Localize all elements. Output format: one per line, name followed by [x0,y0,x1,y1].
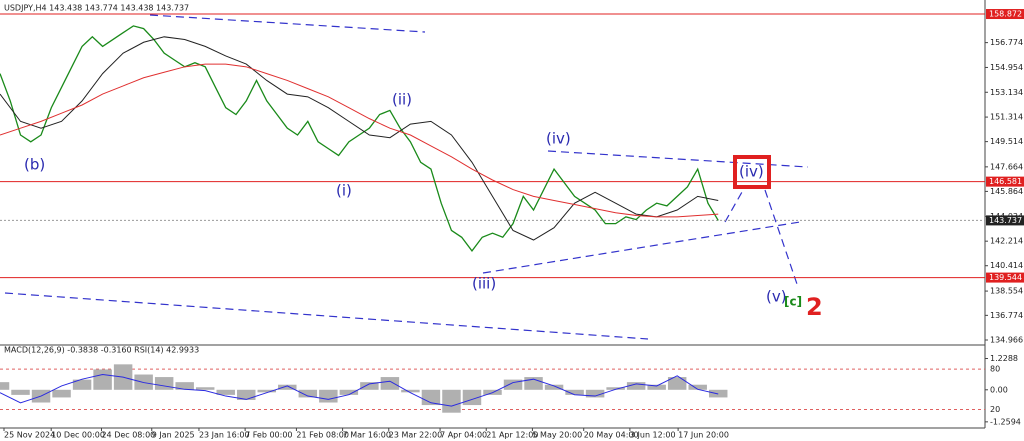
y-tick-label: 145.864 [990,187,1023,196]
highlight-box [733,155,771,189]
y-tick-label: 147.664 [990,162,1023,171]
wave-label: (ii) [392,91,412,109]
macd-bar [175,382,194,390]
y-tick-label: 151.314 [990,113,1023,122]
y2-tick-label: 20 [990,405,1000,414]
x-tick-label: 17 Jun 20:00 [678,431,729,440]
y-tick-label: 0.00 [990,385,1008,394]
y-tick-label: 149.514 [990,137,1023,146]
trendline [4,292,649,340]
macd-bar [319,389,338,403]
x-tick-label: 21 Apr 12:00 [486,431,538,440]
macd-bar [647,384,666,390]
y-tick-label: 134.966 [990,336,1023,345]
x-tick-label: 21 Feb 08:00 [296,431,348,440]
last-price-label: 143.737 [989,216,1022,225]
x-tick-label: 20 May 04:00 [584,431,639,440]
wave-label: (v) [766,288,787,306]
y-tick-label: -1.2594 [990,417,1021,426]
x-tick-label: 23 Mar 22:00 [389,431,442,440]
level-label-box [986,176,1024,187]
macd-bar [278,384,297,390]
projection [724,191,743,223]
wave-label: (i) [336,182,352,200]
x-tick-label: 7 Mar 16:00 [343,431,391,440]
macd-bar [442,389,461,413]
macd-bar [606,387,625,390]
x-tick-label: 23 Jan 16:00 [199,431,250,440]
macd-bar [667,377,687,390]
level-label-box [986,9,1024,20]
x-tick-label: 10 Dec 00:00 [51,431,105,440]
level-label: 146.581 [989,177,1022,186]
moving-average [0,36,719,241]
y-tick-label: 1.2288 [990,354,1018,363]
chart-header: USDJPY,H4 143.438 143.774 143.438 143.73… [4,4,189,13]
x-tick-label: 25 Nov 2024 [4,431,55,440]
x-tick-label: 7 Feb 00:00 [245,431,292,440]
y-tick-label: 153.134 [990,88,1023,97]
macd-bar [52,389,71,398]
last-price-box [986,215,1024,226]
moving-average [0,63,719,218]
macd-bar [0,382,10,390]
macd-bar [380,377,400,390]
macd-bar [401,389,420,393]
y-tick-label: 138.554 [990,287,1023,296]
macd-bar [154,377,174,390]
trendline [149,14,426,33]
rsi-line [0,373,719,407]
y-tick-label: 140.414 [990,261,1023,270]
macd-bar [195,387,215,390]
macd-bar [298,389,318,398]
y-tick-label: 142.214 [990,237,1023,246]
macd-bar [626,382,646,390]
y-tick-label: 156.774 [990,38,1023,47]
level-label-box [986,272,1024,283]
projection [764,189,799,288]
trendline [547,150,809,168]
level-label: 158.872 [989,10,1022,19]
level-label: 139.544 [989,273,1022,282]
trendlines [4,14,809,340]
wave-label: (iv) [739,163,764,181]
y2-tick-label: 80 [990,365,1000,374]
macd-bar [360,382,379,390]
indicator-header: MACD(12,26,9) -0.3838 -0.3160 RSI(14) 42… [4,346,199,355]
macd-bar [503,379,523,390]
trendline [482,221,801,274]
macd-bar [544,384,564,390]
macd-bar [257,389,277,393]
y-tick-label: 136.774 [990,311,1023,320]
x-tick-label: 9 Jan 2025 [152,431,195,440]
macd-bar [237,389,256,400]
price-line [0,25,719,252]
x-tick-label: 24 Dec 08:00 [101,431,155,440]
macd-bar [565,389,584,395]
wave-label: [c] [784,295,802,309]
x-tick-label: 5 May 20:00 [532,431,582,440]
macd-bar [93,369,112,390]
macd-bar [421,389,441,406]
macd-bar [339,389,359,395]
x-tick-label: 3 Jun 12:00 [630,431,676,440]
macd-bar [72,379,92,390]
macd-bar [585,389,605,398]
macd-bar [11,389,30,395]
y-tick-label: 154.954 [990,63,1023,72]
wave-label: (iii) [472,275,496,293]
wave-label: (b) [24,156,45,174]
macd-bar [688,384,707,390]
wave-label: 2 [806,293,823,321]
macd-bar [216,389,235,395]
x-tick-label: 7 Apr 04:00 [440,431,487,440]
wave-label: (iv) [546,130,571,148]
